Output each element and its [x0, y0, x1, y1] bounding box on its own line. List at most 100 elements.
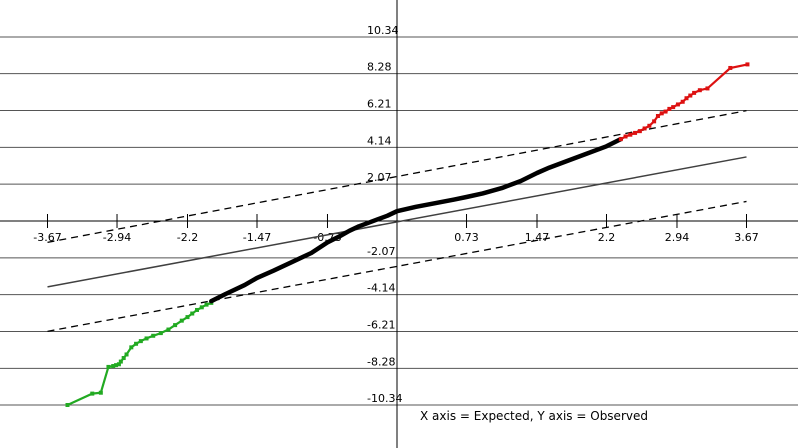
data-points: [65, 62, 750, 407]
upper-tail-point: [633, 130, 638, 135]
center-point: [481, 191, 485, 195]
upper-tail-point: [655, 114, 660, 119]
center-points-trace: [209, 136, 624, 304]
y-axis-ticks: 10.34 8.28 6.21 4.14 2.07 -2.07 -4.14 -6.21 -8.2…: [367, 24, 402, 405]
center-point: [605, 144, 609, 148]
upper-tail-point: [637, 129, 642, 134]
lower-tail-point: [114, 363, 119, 368]
x-tick-label: -1.47: [243, 231, 271, 244]
confidence-band-upper: [47, 110, 747, 243]
y-tick-label: 2.07: [367, 171, 392, 184]
upper-tail-point: [675, 102, 680, 107]
center-point: [366, 221, 370, 225]
center-point: [535, 171, 539, 175]
upper-tail-point: [680, 99, 685, 104]
horizontal-gridlines: [0, 36, 798, 406]
center-point: [243, 283, 247, 287]
lower-tail-point: [118, 359, 123, 364]
lower-tail-point: [98, 390, 103, 395]
lower-tail-point: [185, 315, 190, 320]
upper-tail-point: [628, 132, 633, 137]
center-point: [566, 158, 570, 162]
lower-tail-point: [106, 364, 111, 369]
center-point: [357, 224, 361, 228]
x-tick-label: -2.94: [103, 231, 131, 244]
lower-tail-point: [121, 356, 126, 361]
lower-tail-point: [166, 327, 171, 332]
x-tick-label: 2.94: [665, 231, 690, 244]
upper-tail-point: [692, 90, 697, 95]
upper-tail-point: [745, 62, 750, 67]
lower-tail-trace: [67, 301, 212, 406]
lower-tail-point: [111, 364, 116, 369]
confidence-band-lower: [47, 200, 747, 332]
upper-tail-point: [659, 111, 664, 116]
y-tick-label: -6.21: [367, 319, 395, 332]
upper-tail-point: [671, 105, 676, 110]
lower-tail-point: [134, 341, 139, 346]
center-point: [338, 234, 342, 238]
x-axis-ticks: -3.67 -2.94 -2.2 -1.47 -0.73 0.73 1.47 2.2 2.94 3…: [33, 214, 759, 244]
lower-tail-point: [195, 307, 200, 312]
lower-tail-point: [190, 311, 195, 316]
y-tick-label: -2.07: [367, 245, 395, 258]
lower-tail-point: [158, 331, 163, 336]
center-point: [376, 217, 380, 221]
x-tick-label: -3.67: [33, 231, 61, 244]
lower-tail-point: [138, 339, 143, 344]
center-point: [465, 195, 469, 199]
center-point: [209, 299, 213, 303]
center-point: [395, 209, 399, 213]
upper-tail-point: [652, 119, 657, 124]
x-tick-label: 1.47: [525, 231, 550, 244]
center-point: [290, 260, 294, 264]
lower-tail-point: [199, 305, 204, 310]
upper-tail-point: [642, 126, 647, 131]
lower-tail-point: [179, 318, 184, 323]
center-point: [519, 179, 523, 183]
upper-tail-point: [697, 88, 702, 93]
lower-tail-point: [116, 362, 121, 367]
center-point: [255, 276, 259, 280]
x-tick-label: 2.2: [598, 231, 616, 244]
y-tick-label: 10.34: [367, 24, 399, 37]
lower-tail-point: [129, 345, 134, 350]
upper-tail-point: [663, 109, 668, 114]
y-tick-label: -8.28: [367, 355, 395, 368]
y-tick-label: 6.21: [367, 97, 392, 110]
center-point: [309, 251, 313, 255]
lower-tail-point: [173, 323, 178, 328]
upper-tail-point: [618, 137, 623, 142]
x-tick-label: -2.2: [177, 231, 198, 244]
upper-tail-point: [623, 134, 628, 139]
center-point: [500, 186, 504, 190]
center-point: [325, 240, 329, 244]
lower-tail-point: [151, 333, 156, 338]
center-point: [347, 229, 351, 233]
upper-tail-point: [705, 86, 710, 91]
lower-tail-point: [124, 352, 129, 357]
upper-tail-point: [667, 106, 672, 111]
reference-lines: [47, 110, 747, 332]
x-tick-label: 0.73: [454, 231, 479, 244]
upper-tail-point: [647, 123, 652, 128]
center-point: [585, 151, 589, 155]
upper-tail-point: [684, 96, 689, 101]
x-tick-label: 3.67: [734, 231, 759, 244]
lower-tail-point: [90, 391, 95, 396]
upper-tail-point: [728, 65, 733, 70]
lower-tail-point: [65, 403, 70, 407]
y-tick-label: -4.14: [367, 282, 395, 295]
upper-tail-point: [688, 93, 693, 98]
reference-line: [47, 156, 747, 288]
axis-caption: X axis = Expected, Y axis = Observed: [420, 409, 648, 423]
center-point: [547, 166, 551, 170]
center-point: [452, 198, 456, 202]
center-point: [433, 201, 437, 205]
lower-tail-point: [204, 302, 209, 307]
y-tick-label: -10.34: [367, 392, 402, 405]
lower-tail-point: [144, 336, 149, 341]
center-point: [271, 269, 275, 273]
y-tick-label: 8.28: [367, 61, 392, 74]
